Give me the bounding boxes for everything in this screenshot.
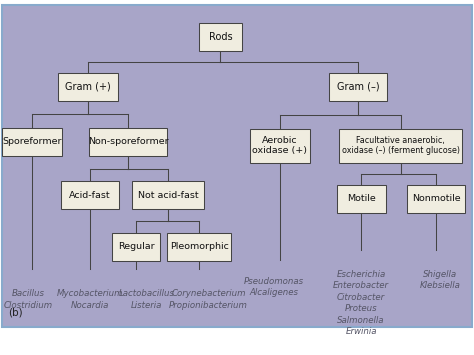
Text: Non-sporeformer: Non-sporeformer: [88, 137, 168, 147]
Text: Facultative anaerobic,
oxidase (–) (ferment glucose): Facultative anaerobic, oxidase (–) (ferm…: [342, 136, 459, 155]
Text: Corynebacterium
Propionibacterium: Corynebacterium Propionibacterium: [169, 289, 248, 310]
Text: (b): (b): [9, 308, 23, 318]
Text: Gram (+): Gram (+): [65, 82, 110, 92]
FancyBboxPatch shape: [132, 181, 204, 209]
Text: Rods: Rods: [209, 32, 232, 42]
Text: Pleomorphic: Pleomorphic: [170, 242, 228, 251]
Text: Escherichia
Enterobacter
Citrobacter
Proteus
Salmonella
Erwinia: Escherichia Enterobacter Citrobacter Pro…: [333, 270, 389, 336]
FancyBboxPatch shape: [89, 128, 167, 156]
Text: Not acid-fast: Not acid-fast: [138, 191, 199, 200]
FancyBboxPatch shape: [250, 129, 310, 163]
Text: Bacillus
Clostridium: Bacillus Clostridium: [4, 289, 53, 310]
Text: Nonmotile: Nonmotile: [412, 194, 460, 203]
Text: Shigella
Klebsiella: Shigella Klebsiella: [419, 270, 460, 290]
FancyBboxPatch shape: [58, 73, 118, 101]
Text: Sporeformer: Sporeformer: [2, 137, 62, 147]
Text: Acid-fast: Acid-fast: [69, 191, 111, 200]
Text: Gram (–): Gram (–): [337, 82, 379, 92]
FancyBboxPatch shape: [2, 128, 62, 156]
FancyBboxPatch shape: [338, 129, 462, 163]
FancyBboxPatch shape: [2, 5, 472, 327]
Text: Regular: Regular: [118, 242, 155, 251]
Text: Aerobic
oxidase (+): Aerobic oxidase (+): [252, 136, 307, 155]
FancyBboxPatch shape: [329, 73, 387, 101]
Text: Lactobacillus
Listeria: Lactobacillus Listeria: [119, 289, 175, 310]
FancyBboxPatch shape: [112, 233, 160, 261]
FancyBboxPatch shape: [199, 23, 242, 51]
FancyBboxPatch shape: [167, 233, 231, 261]
FancyBboxPatch shape: [337, 185, 386, 213]
Text: Pseudomonas
Alcaligenes: Pseudomonas Alcaligenes: [244, 277, 304, 297]
FancyBboxPatch shape: [407, 185, 465, 213]
FancyBboxPatch shape: [61, 181, 119, 209]
Text: Mycobacterium
Nocardia: Mycobacterium Nocardia: [57, 289, 123, 310]
Text: Motile: Motile: [347, 194, 375, 203]
